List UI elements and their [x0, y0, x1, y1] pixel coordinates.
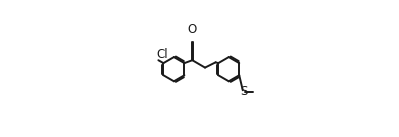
Text: O: O [188, 23, 197, 36]
Text: S: S [240, 85, 248, 98]
Text: Cl: Cl [156, 48, 168, 61]
